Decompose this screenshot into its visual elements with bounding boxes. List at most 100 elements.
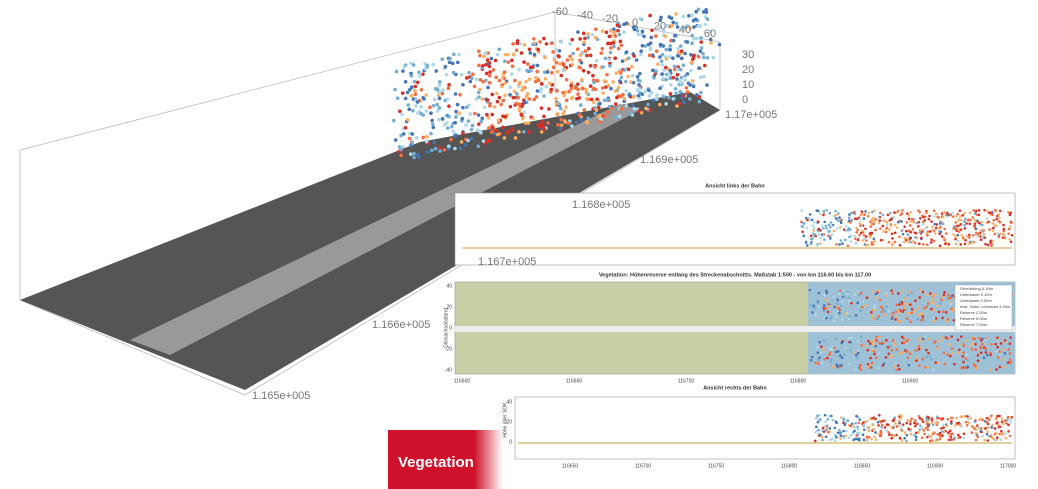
tree-point [877,315,880,318]
tree-point [945,336,948,339]
tree-point [828,224,831,227]
tree-point [433,98,437,102]
tree-point [981,343,984,346]
x-tick-label: 116700 [635,463,652,469]
tree-point [875,356,878,359]
tree-point [518,102,522,106]
tree-point [835,315,838,318]
tree-point [980,430,983,433]
tree-point [907,294,910,297]
tree-point [490,113,494,117]
tree-point [862,300,865,303]
tree-point [994,343,997,346]
tree-point [410,85,414,89]
tree-point [873,209,876,212]
tree-point [453,121,457,125]
tree-point [919,231,922,234]
tree-point [839,437,842,440]
tree-point [859,365,862,368]
tree-point [847,296,850,299]
track-band [455,326,1015,332]
tree-point [622,30,626,34]
tree-point [702,56,706,60]
tree-point [641,30,645,34]
tree-point [683,52,687,56]
tree-point [503,53,507,57]
tree-point [854,293,857,296]
tree-point [503,70,507,74]
tree-point [984,243,987,246]
tree-point [950,417,953,420]
tree-point [958,349,961,352]
x-tick-label: 60 [704,28,716,40]
tree-point [854,238,857,241]
tree-point [885,306,888,309]
tree-point [960,335,963,338]
tree-point [925,349,928,352]
tree-point [844,312,847,315]
tree-point [601,65,605,69]
tree-point [848,315,851,318]
tree-point [890,217,893,220]
tree-point [815,314,818,317]
tree-point [984,347,987,350]
tree-point [903,341,906,344]
tree-point [991,424,994,427]
tree-point [671,21,675,25]
tree-point [947,297,950,300]
y-tick-label: 0 [509,439,512,445]
tree-point [885,339,888,342]
tree-point [923,307,926,310]
tree-point [478,54,482,58]
tree-point [654,69,658,73]
tree-point [918,296,921,299]
tree-point [494,129,498,133]
tree-point [544,77,548,81]
tree-point [603,114,607,118]
tree-point [438,83,442,87]
tree-point [696,24,700,28]
tree-point [692,85,696,89]
tree-point [986,417,989,420]
tree-point [699,91,703,95]
tree-point [850,212,853,215]
tree-point [855,415,858,418]
tree-point [921,436,924,439]
tree-point [978,337,981,340]
tree-point [542,94,546,98]
tree-point [913,422,916,425]
tree-point [910,433,913,436]
tree-point [826,357,829,360]
tree-point [858,432,861,435]
tree-point [682,63,686,67]
tree-point [855,314,858,317]
tree-point [616,29,620,33]
tree-point [811,356,814,359]
tree-point [943,351,946,354]
tree-point [872,217,875,220]
tree-point [908,364,911,367]
tree-point [932,423,935,426]
tree-point [434,87,438,91]
tree-point [544,85,548,89]
tree-point [438,97,442,101]
tree-point [651,69,655,73]
tree-point [649,36,653,40]
tree-point [888,309,891,312]
tree-point [855,354,858,357]
tree-point [827,311,830,314]
tree-point [903,225,906,228]
tree-point [999,426,1002,429]
tree-point [692,25,696,29]
tree-point [916,222,919,225]
tree-point [897,221,900,224]
tree-point [986,210,989,213]
tree-point [556,112,560,116]
tree-point [406,91,410,95]
tree-point [885,294,888,297]
tree-point [821,224,824,227]
tree-point [847,229,850,232]
tree-point [627,68,631,72]
tree-point [416,81,420,85]
y-tick-label: 1.166e+005 [372,319,430,331]
